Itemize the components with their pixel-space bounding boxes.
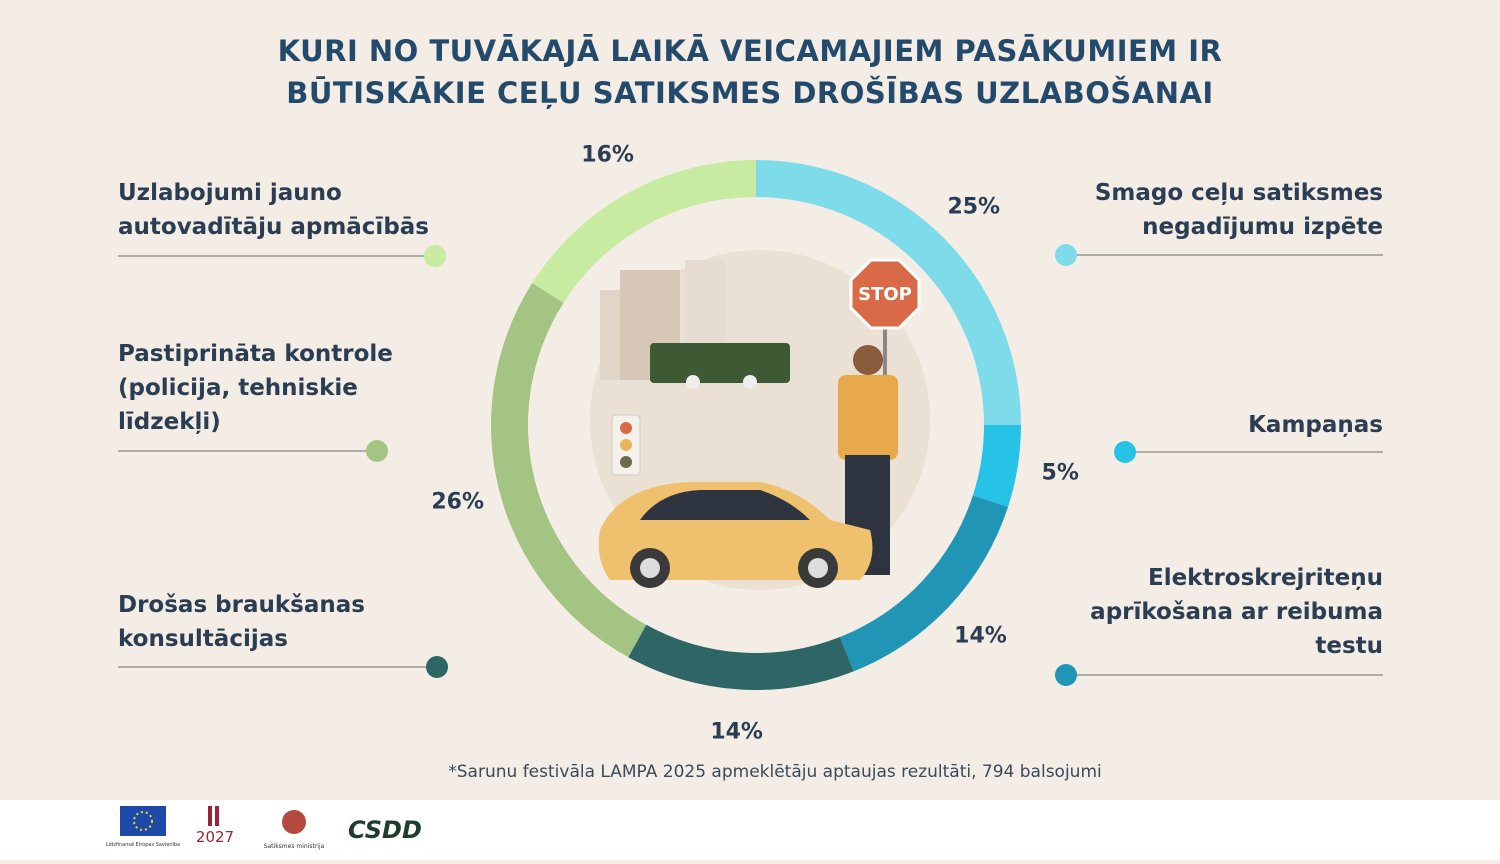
footnote: *Sarunu festivāla LAMPA 2025 apmeklētāju… xyxy=(448,762,1102,782)
chart: STOP xyxy=(118,160,1383,690)
logo-text: CSDD xyxy=(348,816,422,844)
legend-dot xyxy=(366,440,388,462)
legend-dot xyxy=(1114,441,1136,463)
legend-label: Drošas braukšanas konsultācijas xyxy=(118,592,365,652)
legend-dot xyxy=(1055,664,1077,686)
donut-segment xyxy=(628,624,854,690)
logo-text: Līdzfinansē Eiropas Savienība xyxy=(106,842,180,848)
legend-dot xyxy=(426,656,448,678)
value-label: 25% xyxy=(947,194,1001,220)
legend-label: Pastiprināta kontrole (policija, tehnisk… xyxy=(118,341,393,435)
value-label: 16% xyxy=(581,142,634,168)
donut-segment xyxy=(491,283,647,658)
donut-segment xyxy=(532,160,756,303)
donut-segment xyxy=(972,425,1021,507)
legend-label: Smago ceļu satiksmes negadījumu izpēte xyxy=(1094,180,1383,240)
legend-dot xyxy=(424,245,446,267)
value-label: 14% xyxy=(710,719,763,745)
value-label: 26% xyxy=(431,489,485,515)
logos: Līdzfinansē Eiropas Savienība 2027 Satik… xyxy=(106,806,422,850)
logo-text: 2027 xyxy=(196,828,234,846)
donut-segment xyxy=(839,495,1009,672)
value-label: 5% xyxy=(1041,460,1079,486)
legend-label: Elektroskrejriteņu aprīkošana ar reibuma… xyxy=(1090,565,1383,659)
illustration: STOP xyxy=(590,250,930,590)
legend-label: Kampaņas xyxy=(1248,412,1383,438)
value-label: 14% xyxy=(954,623,1007,649)
footer: Līdzfinansē Eiropas Savienība 2027 Satik… xyxy=(0,800,1500,860)
donut-segment xyxy=(756,160,1021,425)
sign-text: STOP xyxy=(858,284,912,305)
legend-dot xyxy=(1055,244,1077,266)
legend-label: Uzlabojumi jauno autovadītāju apmācībās xyxy=(118,180,429,240)
logo-text: Satiksmes ministrija xyxy=(264,843,325,850)
chart-title: KURI NO TUVĀKAJĀ LAIKĀ VEICAMAJIEM PASĀK… xyxy=(277,34,1223,110)
